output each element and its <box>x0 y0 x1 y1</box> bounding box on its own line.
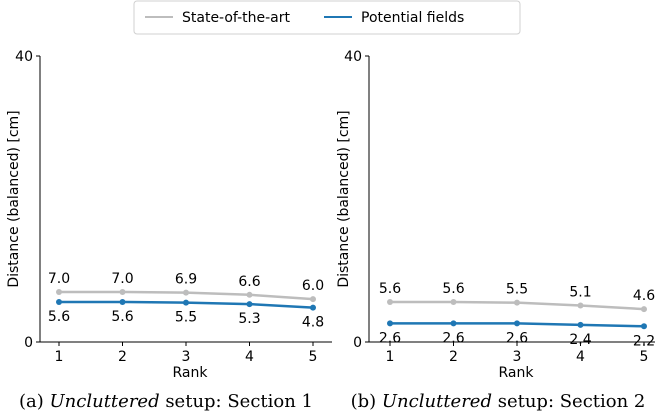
data-label: 2.4 <box>569 332 591 348</box>
data-label: 2.6 <box>506 330 528 346</box>
data-label: 5.1 <box>569 285 591 301</box>
data-label: 5.3 <box>238 311 260 327</box>
y-axis-label: Distance (balanced) [cm] <box>336 110 352 287</box>
data-point <box>246 301 253 308</box>
data-point <box>641 323 647 330</box>
data-label: 7.0 <box>48 271 70 287</box>
data-point <box>183 289 189 296</box>
data-point <box>119 298 126 305</box>
x-tick-label: 2 <box>118 349 127 365</box>
data-label: 5.5 <box>175 310 197 326</box>
panel-caption: (a) Uncluttered setup: Section 1 <box>19 391 313 412</box>
legend: State-of-the-art Potential fields <box>133 0 521 35</box>
data-point <box>450 298 457 305</box>
x-tick-label: 1 <box>386 349 395 365</box>
data-point <box>183 299 189 306</box>
x-tick-label: 3 <box>182 349 191 365</box>
y-tick-label: 0 <box>24 335 33 351</box>
data-point <box>514 320 520 327</box>
data-label: 6.9 <box>175 272 197 288</box>
data-point <box>450 320 457 327</box>
data-point <box>641 306 647 313</box>
x-tick-label: 5 <box>640 349 649 365</box>
data-label: 5.6 <box>379 281 401 297</box>
x-tick-label: 5 <box>309 349 318 365</box>
data-point <box>310 304 316 311</box>
chart-panel-section-2: 0 40 1 2 3 4 5 Rank Distance (balanced) [cm] 5.6 5… <box>336 49 655 412</box>
data-label: 5.6 <box>111 309 133 325</box>
data-label: 2.2 <box>633 333 655 349</box>
x-tick-label: 2 <box>449 349 458 365</box>
panel-caption: (b) Uncluttered setup: Section 2 <box>351 391 646 412</box>
data-point <box>387 320 393 327</box>
data-point <box>514 299 520 306</box>
y-axis-label: Distance (balanced) [cm] <box>6 110 22 287</box>
data-point <box>577 302 584 309</box>
x-tick-label: 3 <box>513 349 522 365</box>
x-tick-label: 4 <box>245 349 254 365</box>
data-point <box>56 288 62 295</box>
data-label: 5.5 <box>506 282 528 298</box>
x-tick-label: 4 <box>576 349 585 365</box>
data-label: 5.6 <box>442 281 464 297</box>
y-tick-label: 40 <box>344 49 362 65</box>
y-tick-label: 0 <box>353 335 362 351</box>
chart-panel-section-1: 0 40 1 2 3 4 5 Rank Distance (balanced) [cm] 7.0 7… <box>6 49 332 412</box>
data-point <box>246 291 253 298</box>
data-label: 6.0 <box>302 278 324 294</box>
data-label: 7.0 <box>111 271 133 287</box>
data-point <box>310 296 316 303</box>
legend-label-potential-fields: Potential fields <box>361 10 464 26</box>
x-axis-label: Rank <box>499 365 535 381</box>
data-point <box>387 298 393 305</box>
data-label: 4.8 <box>302 315 324 331</box>
data-label: 4.6 <box>633 288 655 304</box>
data-point <box>119 288 126 295</box>
y-tick-label: 40 <box>15 49 33 65</box>
data-label: 6.6 <box>238 274 260 290</box>
data-label: 2.6 <box>379 330 401 346</box>
x-tick-label: 1 <box>55 349 64 365</box>
data-point <box>56 298 62 305</box>
data-point <box>577 321 584 328</box>
legend-label-state-of-the-art: State-of-the-art <box>182 10 291 26</box>
data-label: 2.6 <box>442 330 464 346</box>
data-label: 5.6 <box>48 309 70 325</box>
x-axis-label: Rank <box>173 365 209 381</box>
